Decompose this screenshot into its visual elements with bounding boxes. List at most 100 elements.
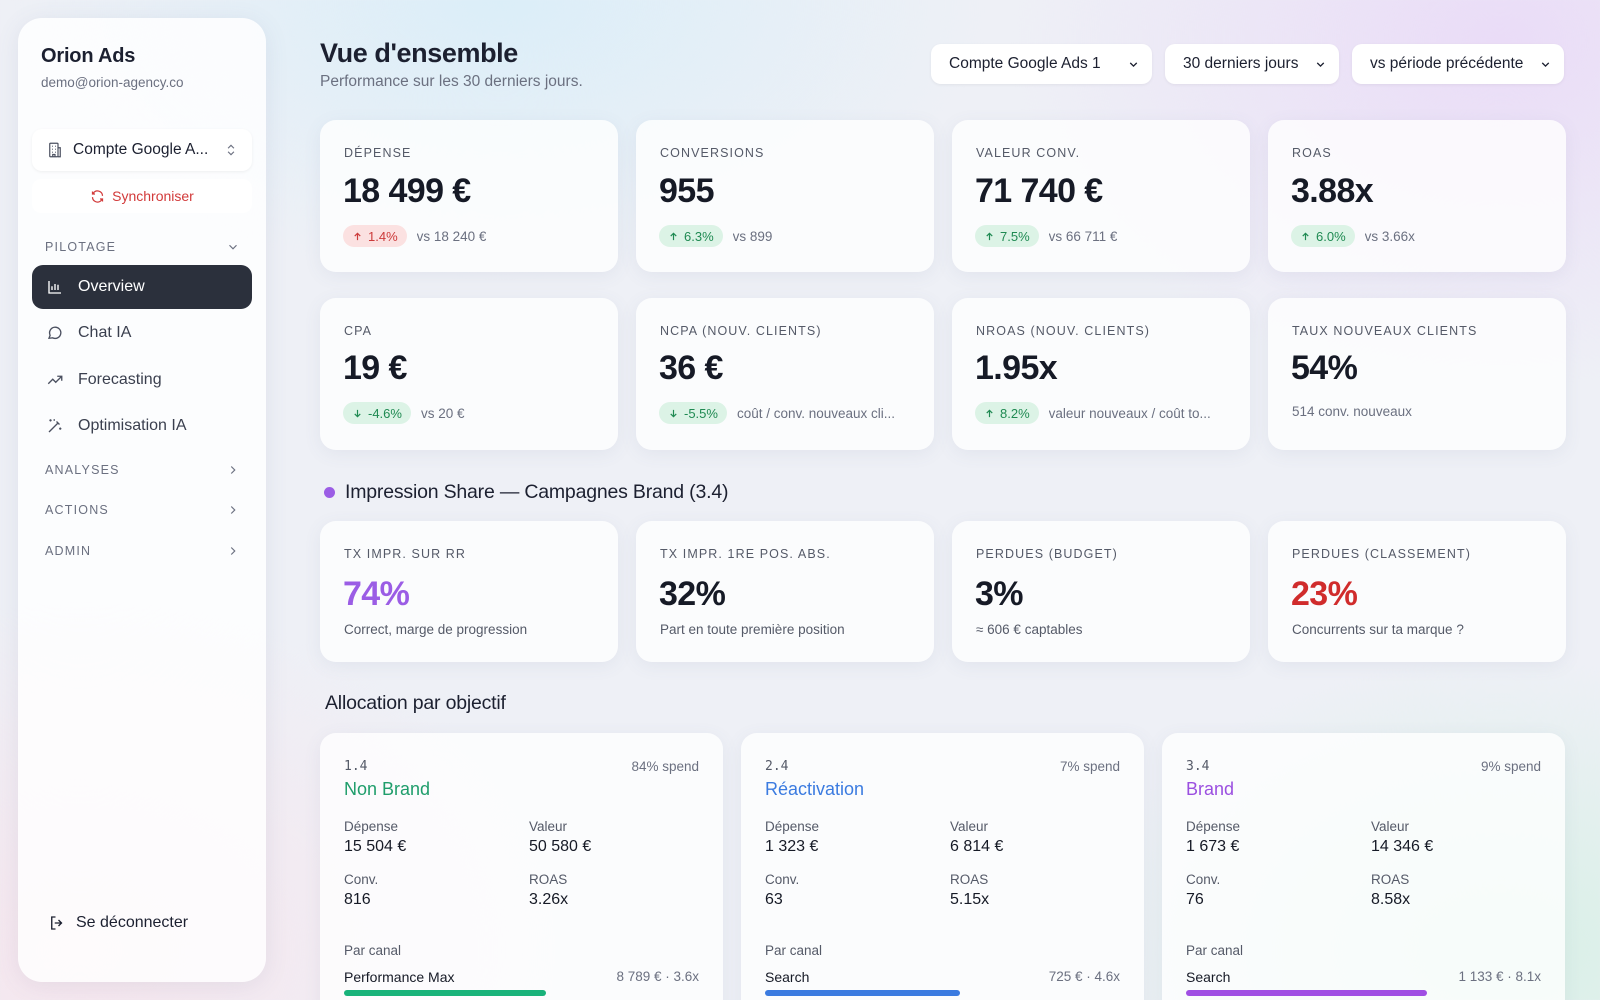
kpi-compare: coût / conv. nouveaux cli... (736, 405, 896, 421)
metric-value-valeur: 6 814 € (950, 838, 1004, 855)
account-switcher[interactable]: Compte Google A... (32, 129, 252, 171)
chevron-down-icon (1129, 61, 1138, 67)
kpi-delta-row: -5.5% coût / conv. nouveaux cli... (659, 402, 895, 424)
sidebar-item-label: Chat IA (78, 324, 132, 341)
metric-value-conv: 63 (765, 891, 783, 908)
nav-section-label: ANALYSES (45, 463, 120, 477)
metric-value-depense: 1 323 € (765, 838, 819, 855)
kpi-value: 1.95x (975, 349, 1058, 387)
allocation-heading: Allocation par objectif (325, 692, 506, 714)
arrow-up-icon (986, 231, 993, 240)
canal-progress-fill (344, 990, 547, 996)
is-note: Part en toute première position (660, 622, 845, 637)
kpi-delta-row: 6.3% vs 899 (659, 225, 772, 247)
logout-button[interactable]: Se déconnecter (48, 914, 188, 932)
kpi-label: CONVERSIONS (660, 146, 765, 160)
nav-section-pilotage[interactable]: PILOTAGE (45, 240, 240, 254)
trend-up-icon (47, 375, 63, 385)
compare-select-value: vs période précédente (1370, 55, 1524, 72)
metric-value-valeur: 50 580 € (529, 838, 592, 855)
metric-label-valeur: Valeur (1371, 819, 1410, 834)
delta-badge: 6.0% (1291, 225, 1355, 247)
building-icon (49, 142, 61, 158)
sidebar-item-forecasting[interactable]: Forecasting (32, 358, 252, 402)
metric-label-valeur: Valeur (950, 819, 989, 834)
kpi-card-roas: ROAS 3.88x 6.0% vs 3.66x (1268, 120, 1566, 272)
metric-label-conv: Conv. (344, 872, 379, 887)
kpi-compare: vs 899 (732, 228, 773, 244)
is-note: Correct, marge de progression (344, 622, 528, 637)
kpi-label: CPA (344, 324, 373, 338)
is-value: 23% (1291, 575, 1358, 613)
compare-select[interactable]: vs période précédente (1352, 44, 1564, 84)
alloc-card-reactivation: 2.4 7% spend Réactivation Dépense 1 323 … (741, 733, 1144, 1000)
delta-badge: 7.5% (975, 225, 1039, 247)
chevron-right-icon (230, 506, 236, 514)
chevron-down-icon (1541, 61, 1550, 67)
magic-wand-icon (48, 419, 62, 433)
kpi-value: 36 € (659, 349, 723, 387)
kpi-card-depense: DÉPENSE 18 499 € 1.4% vs 18 240 € (320, 120, 618, 272)
metric-label-roas: ROAS (950, 872, 989, 887)
kpi-note: 514 conv. nouveaux (1292, 404, 1412, 419)
impression-share-heading: Impression Share — Campagnes Brand (3.4) (324, 481, 728, 504)
kpi-label: ROAS (1292, 146, 1332, 160)
kpi-compare: vs 3.66x (1364, 228, 1415, 244)
nav-section-admin[interactable]: ADMIN (45, 544, 240, 558)
delta-badge: -5.5% (659, 402, 727, 424)
alloc-code: 1.4 (344, 759, 368, 774)
metric-label-depense: Dépense (344, 819, 399, 834)
nav-section-label: ADMIN (45, 544, 92, 558)
period-select[interactable]: 30 derniers jours (1165, 44, 1339, 84)
is-card-tx-impr-rr: TX IMPR. SUR RR 74% Correct, marge de pr… (320, 521, 618, 662)
canal-name: Search (1186, 969, 1231, 985)
sidebar-item-chat-ia[interactable]: Chat IA (32, 311, 252, 355)
user-email: demo@orion-agency.co (41, 75, 184, 90)
nav-section-label: ACTIONS (45, 503, 109, 517)
sync-button[interactable]: Synchroniser (32, 179, 252, 213)
is-note: Concurrents sur ta marque ? (1292, 622, 1464, 637)
page-title: Vue d'ensemble (320, 38, 518, 68)
sidebar-item-optimisation-ia[interactable]: Optimisation IA (32, 404, 252, 448)
metric-label-roas: ROAS (529, 872, 568, 887)
delta-value: -4.6% (368, 405, 402, 421)
sidebar-item-overview[interactable]: Overview (32, 265, 252, 309)
section-dot (324, 487, 335, 498)
page-subtitle: Performance sur les 30 derniers jours. (320, 73, 583, 90)
par-canal-label: Par canal (344, 943, 402, 958)
is-label: PERDUES (CLASSEMENT) (1292, 547, 1471, 561)
metric-value-conv: 816 (344, 891, 371, 908)
kpi-compare: vs 66 711 € (1048, 228, 1118, 244)
alloc-name: Brand (1186, 779, 1235, 799)
kpi-label: TAUX NOUVEAUX CLIENTS (1292, 324, 1478, 338)
impression-share-title: Impression Share — Campagnes Brand (3.4) (345, 481, 729, 503)
chat-bubble-icon (47, 326, 62, 340)
kpi-value: 955 (659, 172, 715, 210)
metric-label-conv: Conv. (765, 872, 800, 887)
canal-name: Performance Max (344, 969, 455, 985)
alloc-card-brand: 3.4 9% spend Brand Dépense 1 673 € Valeu… (1162, 733, 1565, 1000)
metric-label-conv: Conv. (1186, 872, 1221, 887)
sidebar-item-label: Optimisation IA (78, 417, 187, 434)
chevron-right-icon (230, 547, 236, 555)
metric-value-depense: 1 673 € (1186, 838, 1240, 855)
metric-value-roas: 8.58x (1371, 891, 1411, 908)
account-select[interactable]: Compte Google Ads 1 (931, 44, 1152, 84)
kpi-value: 71 740 € (975, 172, 1103, 210)
kpi-delta-row: 1.4% vs 18 240 € (343, 225, 486, 247)
sync-button-label: Synchroniser (112, 188, 194, 204)
delta-value: 1.4% (368, 228, 398, 244)
delta-badge: 1.4% (343, 225, 407, 247)
metric-label-depense: Dépense (1186, 819, 1241, 834)
kpi-label: VALEUR CONV. (976, 146, 1081, 160)
metric-label-depense: Dépense (765, 819, 820, 834)
kpi-card-cpa: CPA 19 € -4.6% vs 20 € (320, 298, 618, 450)
alloc-card-non-brand: 1.4 84% spend Non Brand Dépense 15 504 €… (320, 733, 723, 1000)
par-canal-label: Par canal (1186, 943, 1244, 958)
bar-chart-icon (48, 281, 61, 294)
delta-value: 8.2% (1000, 405, 1030, 421)
alloc-name: Non Brand (344, 779, 431, 799)
nav-section-analyses[interactable]: ANALYSES (45, 463, 240, 477)
canal-progress-bar (765, 990, 1120, 996)
nav-section-actions[interactable]: ACTIONS (45, 503, 240, 517)
